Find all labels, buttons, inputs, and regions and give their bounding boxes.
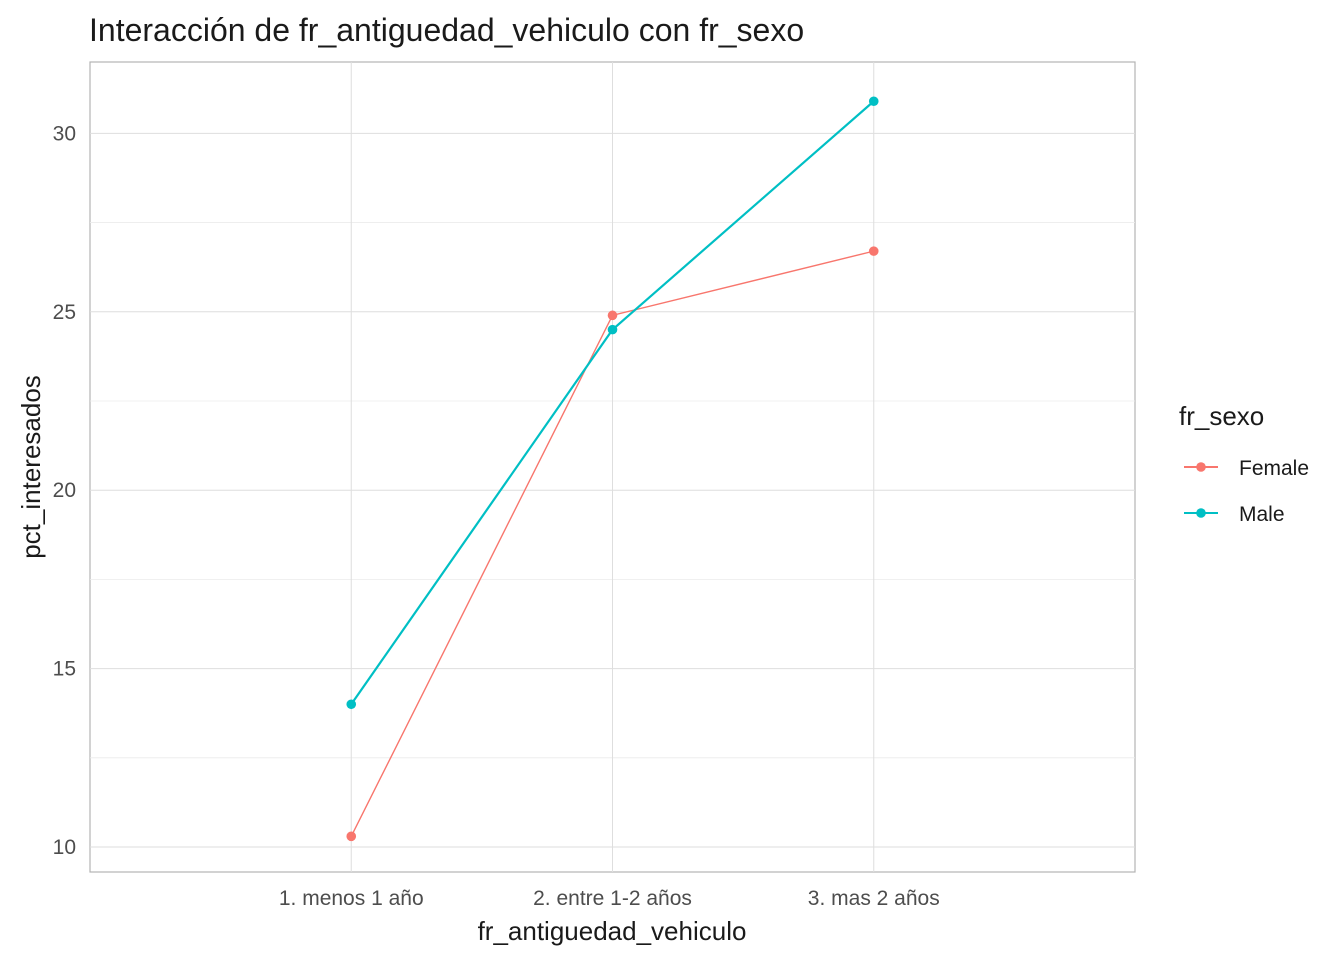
x-tick-label: 1. menos 1 año	[279, 887, 424, 910]
data-point-female	[346, 831, 357, 842]
data-point-female	[607, 310, 618, 321]
y-tick-label: 20	[53, 479, 76, 502]
legend-key-point	[1196, 462, 1206, 472]
y-axis-ticks: 10 15 20 25 30	[53, 122, 76, 859]
legend-item-male: Male	[1184, 503, 1285, 526]
x-tick-label: 2. entre 1-2 años	[533, 887, 692, 910]
legend-item-female: Female	[1184, 457, 1309, 480]
data-point-male	[607, 324, 618, 335]
legend-label: Female	[1239, 457, 1309, 480]
data-point-female	[868, 246, 879, 256]
x-axis-title: fr_antiguedad_vehiculo	[478, 916, 747, 946]
y-tick-label: 10	[53, 836, 76, 859]
x-tick-label: 3. mas 2 años	[808, 887, 940, 910]
data-point-male	[346, 699, 357, 710]
series-layer	[346, 96, 879, 842]
chart-title: Interacción de fr_antiguedad_vehiculo co…	[89, 12, 804, 48]
y-axis-title: pct_interesados	[16, 375, 46, 559]
legend-title: fr_sexo	[1179, 401, 1264, 431]
legend-items: Female Male	[1184, 457, 1309, 526]
y-tick-label: 25	[53, 301, 76, 324]
x-axis-ticks: 1. menos 1 año 2. entre 1-2 años 3. mas 2 …	[279, 887, 940, 910]
legend: fr_sexo Female Male	[1179, 401, 1309, 526]
y-tick-label: 30	[53, 122, 76, 145]
major-gridlines	[90, 62, 1135, 872]
legend-label: Male	[1239, 503, 1285, 526]
legend-key-point	[1196, 508, 1206, 518]
data-point-male	[868, 96, 879, 107]
y-tick-label: 15	[53, 658, 76, 681]
